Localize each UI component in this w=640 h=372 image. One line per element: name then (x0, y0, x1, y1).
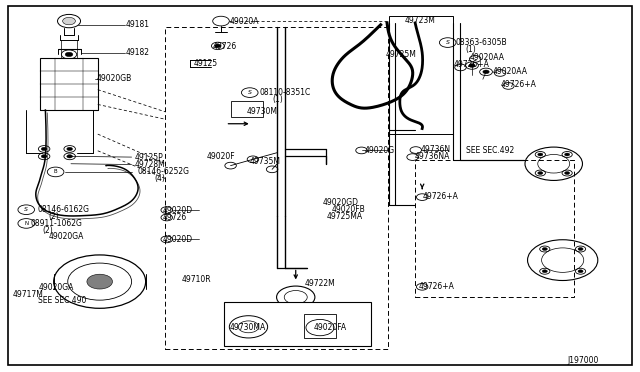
Text: 08363-6305B: 08363-6305B (456, 38, 507, 47)
Text: (2): (2) (49, 212, 60, 221)
Bar (165, 27, 388, 349)
Text: 08146-6162G: 08146-6162G (38, 205, 90, 214)
Text: S: S (24, 207, 28, 212)
Text: 49725M: 49725M (385, 49, 416, 58)
Circle shape (468, 64, 475, 67)
Circle shape (578, 247, 583, 250)
Text: 49020G: 49020G (365, 146, 395, 155)
Bar (230, 101, 262, 118)
Text: 49182: 49182 (125, 48, 149, 57)
Text: 08110-8351C: 08110-8351C (260, 88, 311, 97)
Circle shape (41, 147, 47, 151)
Text: 49125: 49125 (193, 59, 218, 68)
Text: 49730MA: 49730MA (229, 323, 266, 332)
Text: (1): (1) (466, 45, 476, 54)
Circle shape (564, 171, 570, 174)
Text: 49020F: 49020F (206, 152, 235, 161)
Text: 49726: 49726 (212, 42, 237, 51)
Text: 49125P: 49125P (135, 153, 164, 161)
Text: SEE SEC.490: SEE SEC.490 (38, 296, 86, 305)
Text: 49728M: 49728M (135, 160, 166, 169)
Bar (304, 314, 336, 338)
Text: 49020D: 49020D (163, 235, 193, 244)
Text: 49735M: 49735M (250, 157, 281, 166)
Text: 49020GA: 49020GA (39, 283, 74, 292)
Text: 49020AA: 49020AA (492, 67, 527, 76)
Text: 49181: 49181 (125, 20, 149, 29)
Circle shape (564, 153, 570, 156)
Text: (2): (2) (42, 225, 53, 235)
Text: 49736N: 49736N (421, 145, 451, 154)
Circle shape (67, 155, 72, 158)
Text: 49717M: 49717M (12, 290, 43, 299)
Circle shape (65, 52, 73, 57)
Bar (389, 16, 453, 134)
Text: 08911-1062G: 08911-1062G (31, 219, 83, 228)
Text: 49726+A: 49726+A (454, 60, 490, 69)
Text: (1): (1) (273, 95, 284, 104)
Text: 49726+A: 49726+A (419, 282, 455, 291)
Circle shape (542, 270, 547, 273)
Text: 49723M: 49723M (405, 16, 436, 25)
Circle shape (538, 171, 543, 174)
Circle shape (41, 155, 47, 158)
Text: 49722M: 49722M (305, 279, 335, 288)
Circle shape (538, 153, 543, 156)
Text: 49020GB: 49020GB (97, 74, 132, 83)
Circle shape (483, 70, 489, 74)
Text: SEE SEC.492: SEE SEC.492 (466, 146, 514, 155)
Circle shape (63, 17, 76, 25)
Text: N: N (24, 221, 28, 226)
Text: 49020GD: 49020GD (323, 198, 358, 207)
Text: 49020AA: 49020AA (469, 52, 504, 61)
Text: B: B (54, 169, 58, 174)
Text: S: S (248, 90, 252, 95)
Text: J197000: J197000 (567, 356, 598, 365)
Text: 49020FB: 49020FB (332, 205, 365, 214)
Circle shape (87, 274, 113, 289)
Circle shape (542, 247, 547, 250)
Text: 49730M: 49730M (246, 108, 278, 116)
Circle shape (214, 44, 221, 48)
Text: 49020GA: 49020GA (49, 232, 84, 241)
Bar (40, 58, 98, 110)
Bar (415, 160, 574, 297)
Bar (224, 302, 371, 346)
Text: S: S (445, 40, 450, 45)
Text: (4): (4) (154, 174, 165, 183)
Text: 49020FA: 49020FA (314, 323, 347, 332)
Text: 49725MA: 49725MA (326, 212, 362, 221)
Text: 49726+A: 49726+A (422, 192, 458, 201)
Circle shape (67, 147, 72, 151)
Text: 49726: 49726 (163, 213, 187, 222)
Circle shape (578, 270, 583, 273)
Text: 49020A: 49020A (229, 17, 259, 26)
Text: 49726+A: 49726+A (500, 80, 536, 89)
Text: 49736NA: 49736NA (415, 152, 450, 161)
Text: 49710R: 49710R (182, 275, 212, 284)
Text: 49020D: 49020D (163, 206, 193, 215)
Text: 08146-6252G: 08146-6252G (138, 167, 190, 176)
